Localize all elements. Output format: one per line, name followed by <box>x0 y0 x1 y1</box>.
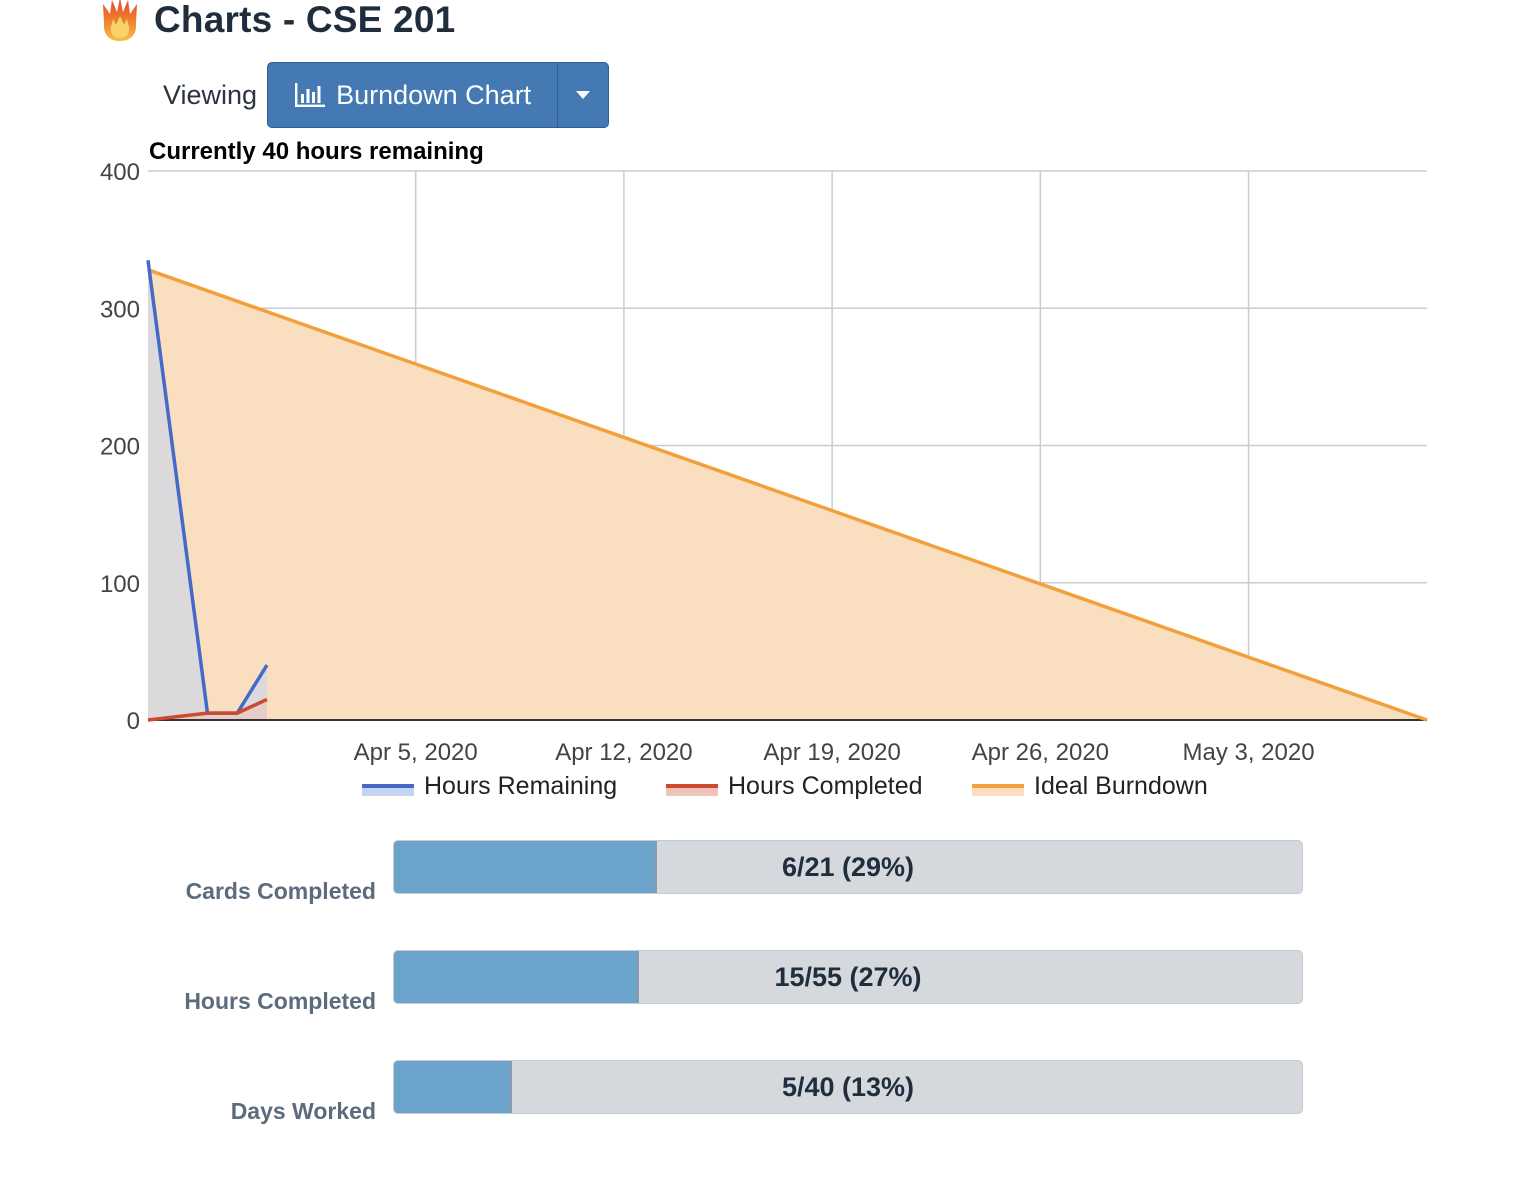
burndown-chart: Currently 40 hours remaining 0 100 200 300 40… <box>0 130 1532 820</box>
progress-value: 5/40 (13%) <box>781 1071 915 1102</box>
progress-value: 15/55 (27%) <box>774 961 922 992</box>
x-tick-label-1: Apr 12, 2020 <box>555 739 692 766</box>
progress-bar: 15/55 (27%) <box>393 950 1303 1004</box>
page-title: Charts - CSE 201 <box>154 0 456 40</box>
progress-label: Cards Completed <box>185 878 376 904</box>
x-tick-label-2: Apr 19, 2020 <box>763 739 900 766</box>
legend-swatch-line-2 <box>972 784 1024 788</box>
page-header: Charts - CSE 201 <box>100 0 455 46</box>
x-tick-label-4: May 3, 2020 <box>1182 739 1314 766</box>
legend-label-2: Ideal Burndown <box>1034 772 1208 800</box>
series-area-0 <box>148 260 267 720</box>
flame-icon <box>103 0 137 41</box>
progress-days-worked: Days Worked 5/40 (13%) <box>0 1060 1532 1124</box>
progress-cards-completed: Cards Completed 6/21 (29%) <box>0 840 1532 904</box>
series-line-2 <box>147 268 1428 722</box>
chart-type-select-button[interactable]: Burndown Chart <box>268 63 557 127</box>
view-selector-row: Viewing Burndown Chart <box>163 62 610 128</box>
progress-bar: 6/21 (29%) <box>393 840 1303 894</box>
progress-label: Days Worked <box>230 1098 376 1124</box>
caret-down-icon <box>576 91 591 99</box>
progress-fill <box>394 951 640 1003</box>
bar-chart-icon <box>295 83 326 107</box>
chart-title: Currently 40 hours remaining <box>149 138 484 165</box>
legend-swatch-line-1 <box>666 784 718 788</box>
x-tick-label-0: Apr 5, 2020 <box>354 739 478 766</box>
y-tick-label-1: 100 <box>100 571 140 598</box>
y-tick-label-2: 200 <box>100 434 140 461</box>
y-tick-label-0: 0 <box>127 708 140 735</box>
legend-swatch-line-0 <box>362 784 414 788</box>
chart-type-selected-label: Burndown Chart <box>336 79 532 110</box>
viewing-label: Viewing <box>163 79 258 110</box>
series-line-1 <box>147 697 268 722</box>
burndown-chart-svg: Currently 40 hours remaining 0 100 200 300 40… <box>100 138 1428 800</box>
progress-label: Hours Completed <box>184 988 376 1014</box>
legend-label-0: Hours Remaining <box>424 772 617 800</box>
chart-type-select[interactable]: Burndown Chart <box>267 62 610 128</box>
progress-bar: 5/40 (13%) <box>393 1060 1303 1114</box>
x-tick-label-3: Apr 26, 2020 <box>972 739 1109 766</box>
chart-type-dropdown-toggle[interactable] <box>557 63 608 127</box>
progress-value: 6/21 (29%) <box>781 851 915 882</box>
y-tick-label-3: 300 <box>100 296 140 323</box>
progress-hours-completed: Hours Completed 15/55 (27%) <box>0 950 1532 1014</box>
progress-fill <box>394 1061 513 1113</box>
progress-fill <box>394 841 658 893</box>
legend-label-1: Hours Completed <box>728 772 923 800</box>
y-tick-label-4: 400 <box>100 159 140 186</box>
